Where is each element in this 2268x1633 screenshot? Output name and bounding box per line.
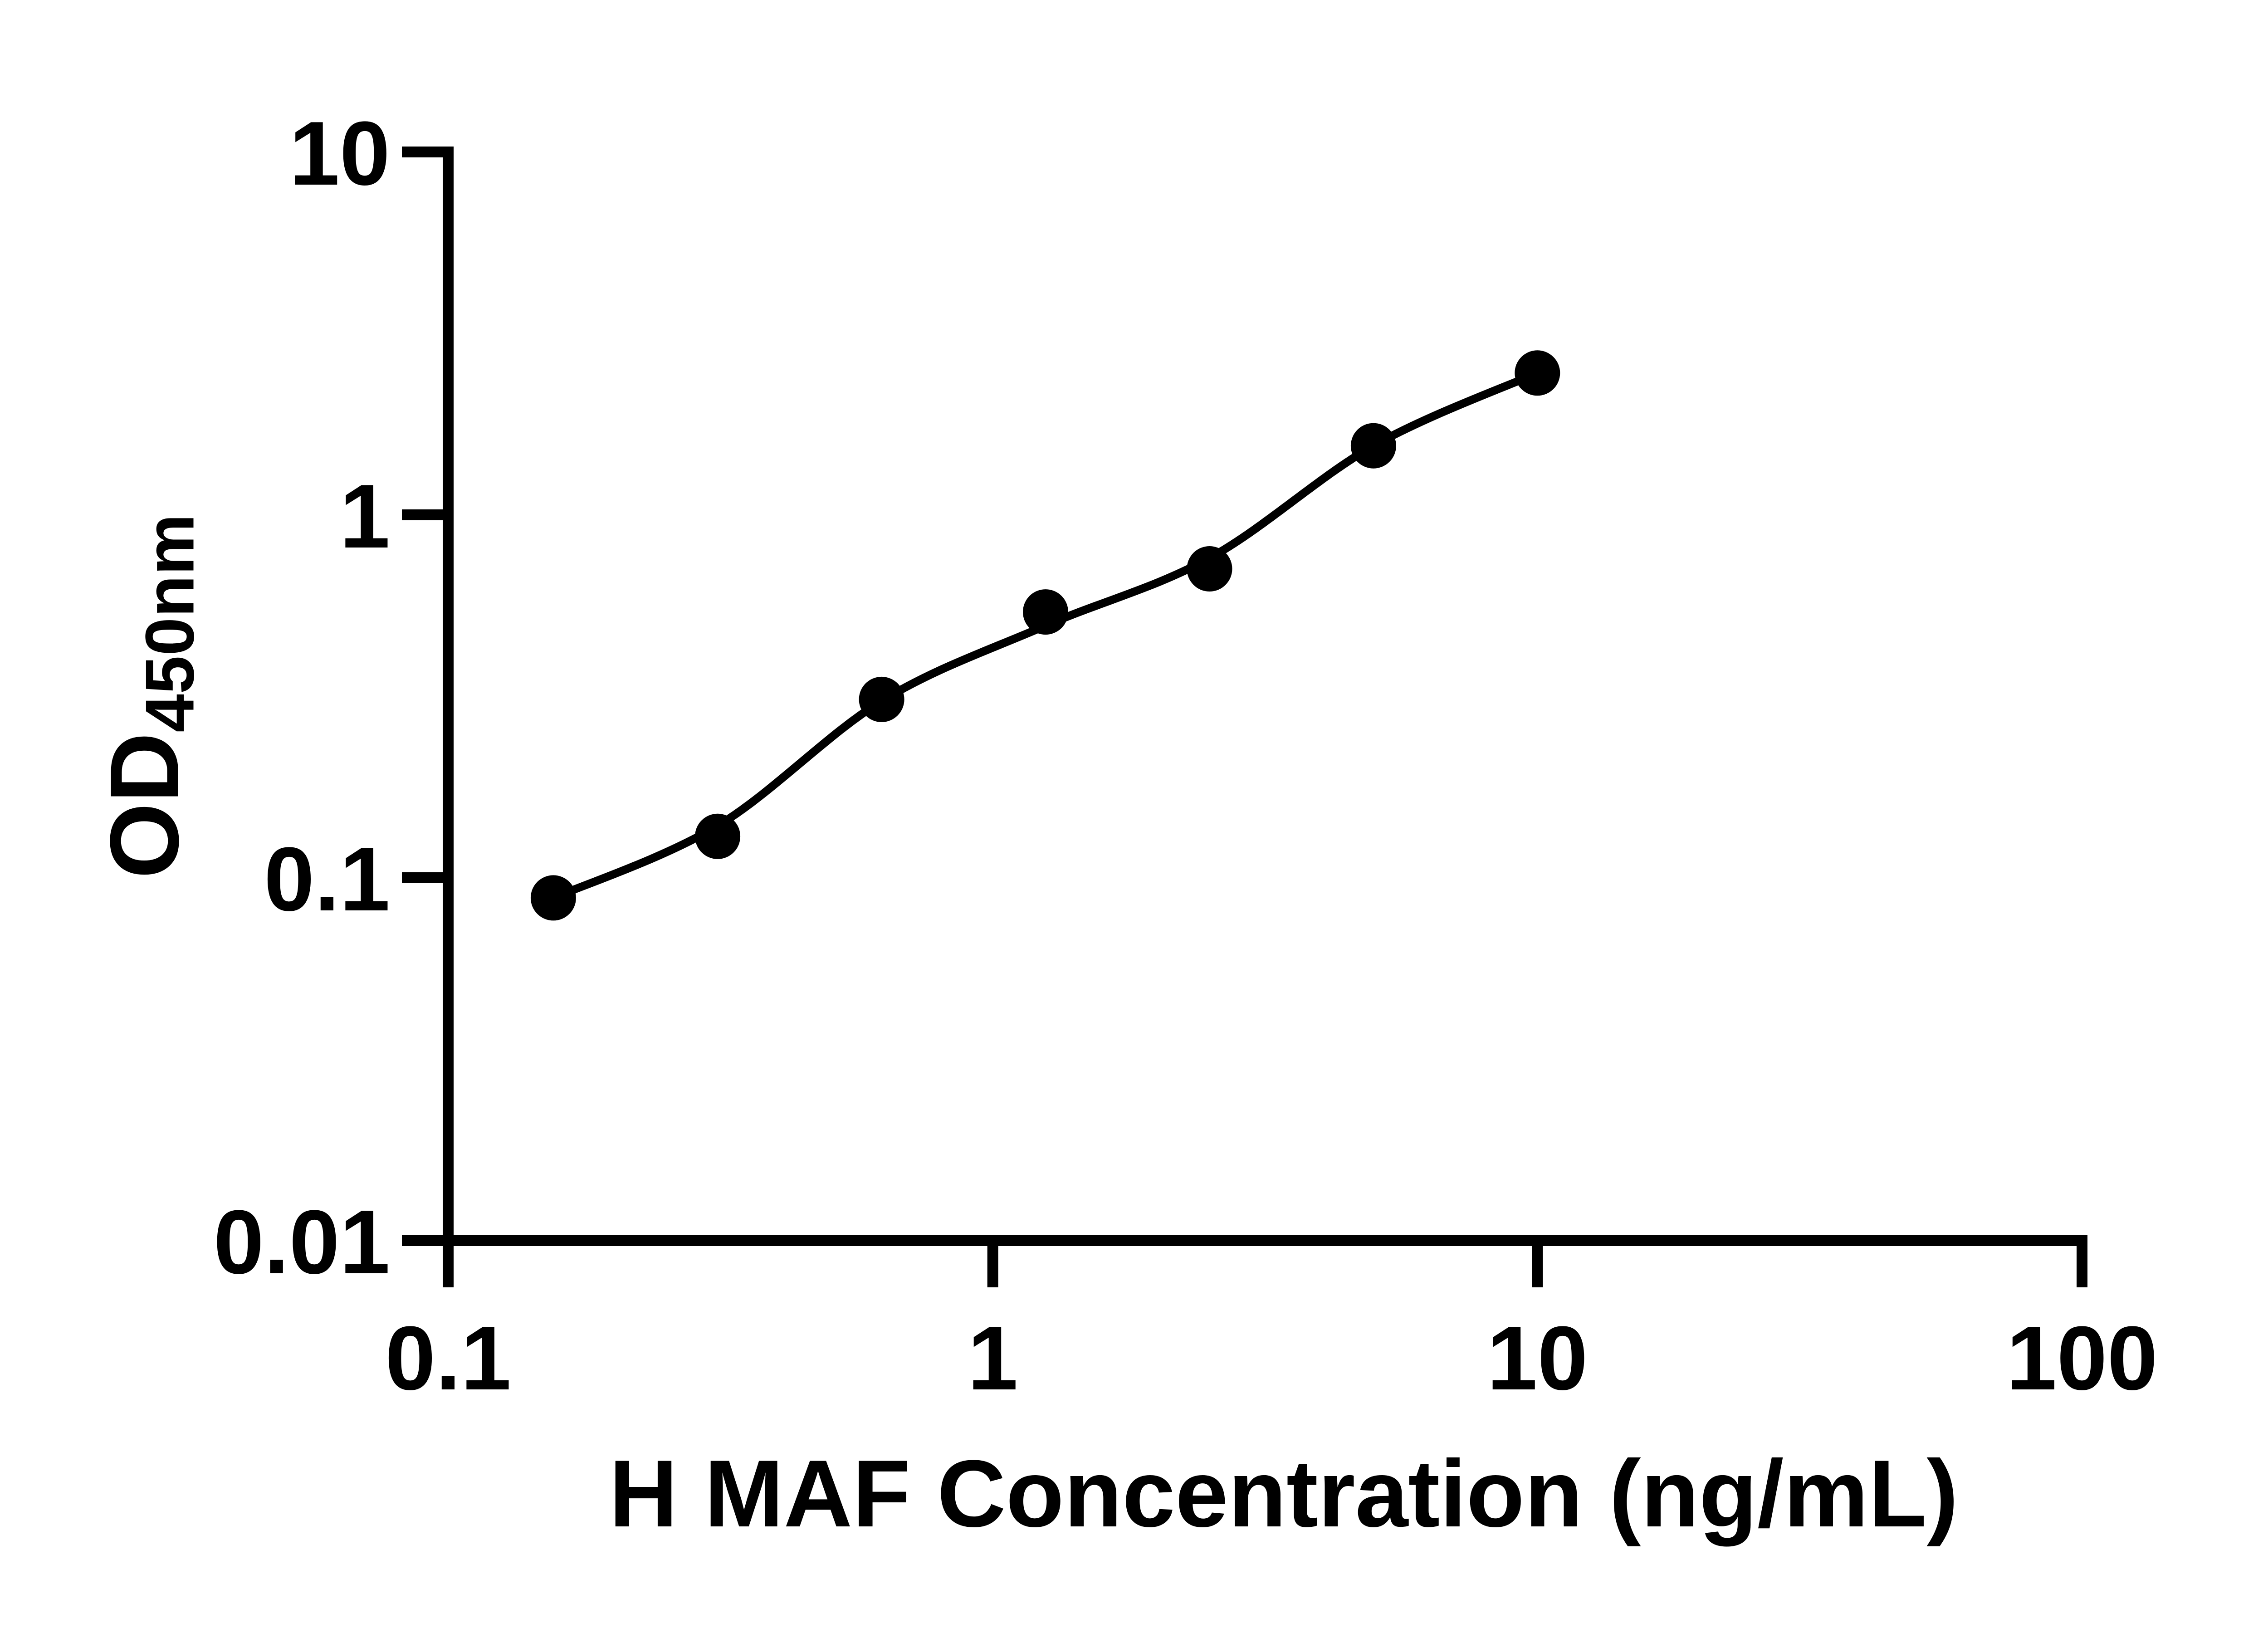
data-point xyxy=(530,875,576,921)
y-tick-label: 1 xyxy=(340,466,390,567)
x-tick-label: 0.1 xyxy=(385,1308,511,1409)
y-axis-title-main: OD xyxy=(89,732,199,879)
y-axis-title: OD450nm xyxy=(90,514,209,879)
y-tick-label: 10 xyxy=(289,103,390,204)
y-tick-label: 0.01 xyxy=(214,1192,390,1293)
data-point xyxy=(859,676,904,722)
x-tick-label: 100 xyxy=(2006,1308,2158,1409)
data-point xyxy=(695,813,741,859)
data-point xyxy=(1515,350,1560,396)
x-axis-title: H MAF Concentration (ng/mL) xyxy=(609,1440,1959,1547)
y-tick-label: 0.1 xyxy=(264,829,390,930)
y-axis-title-subscript: 450nm xyxy=(131,513,209,733)
data-point xyxy=(1023,589,1068,635)
data-point xyxy=(1350,423,1396,469)
x-tick-label: 10 xyxy=(1487,1308,1588,1409)
x-tick-label: 1 xyxy=(968,1308,1018,1409)
data-point xyxy=(1187,546,1232,592)
